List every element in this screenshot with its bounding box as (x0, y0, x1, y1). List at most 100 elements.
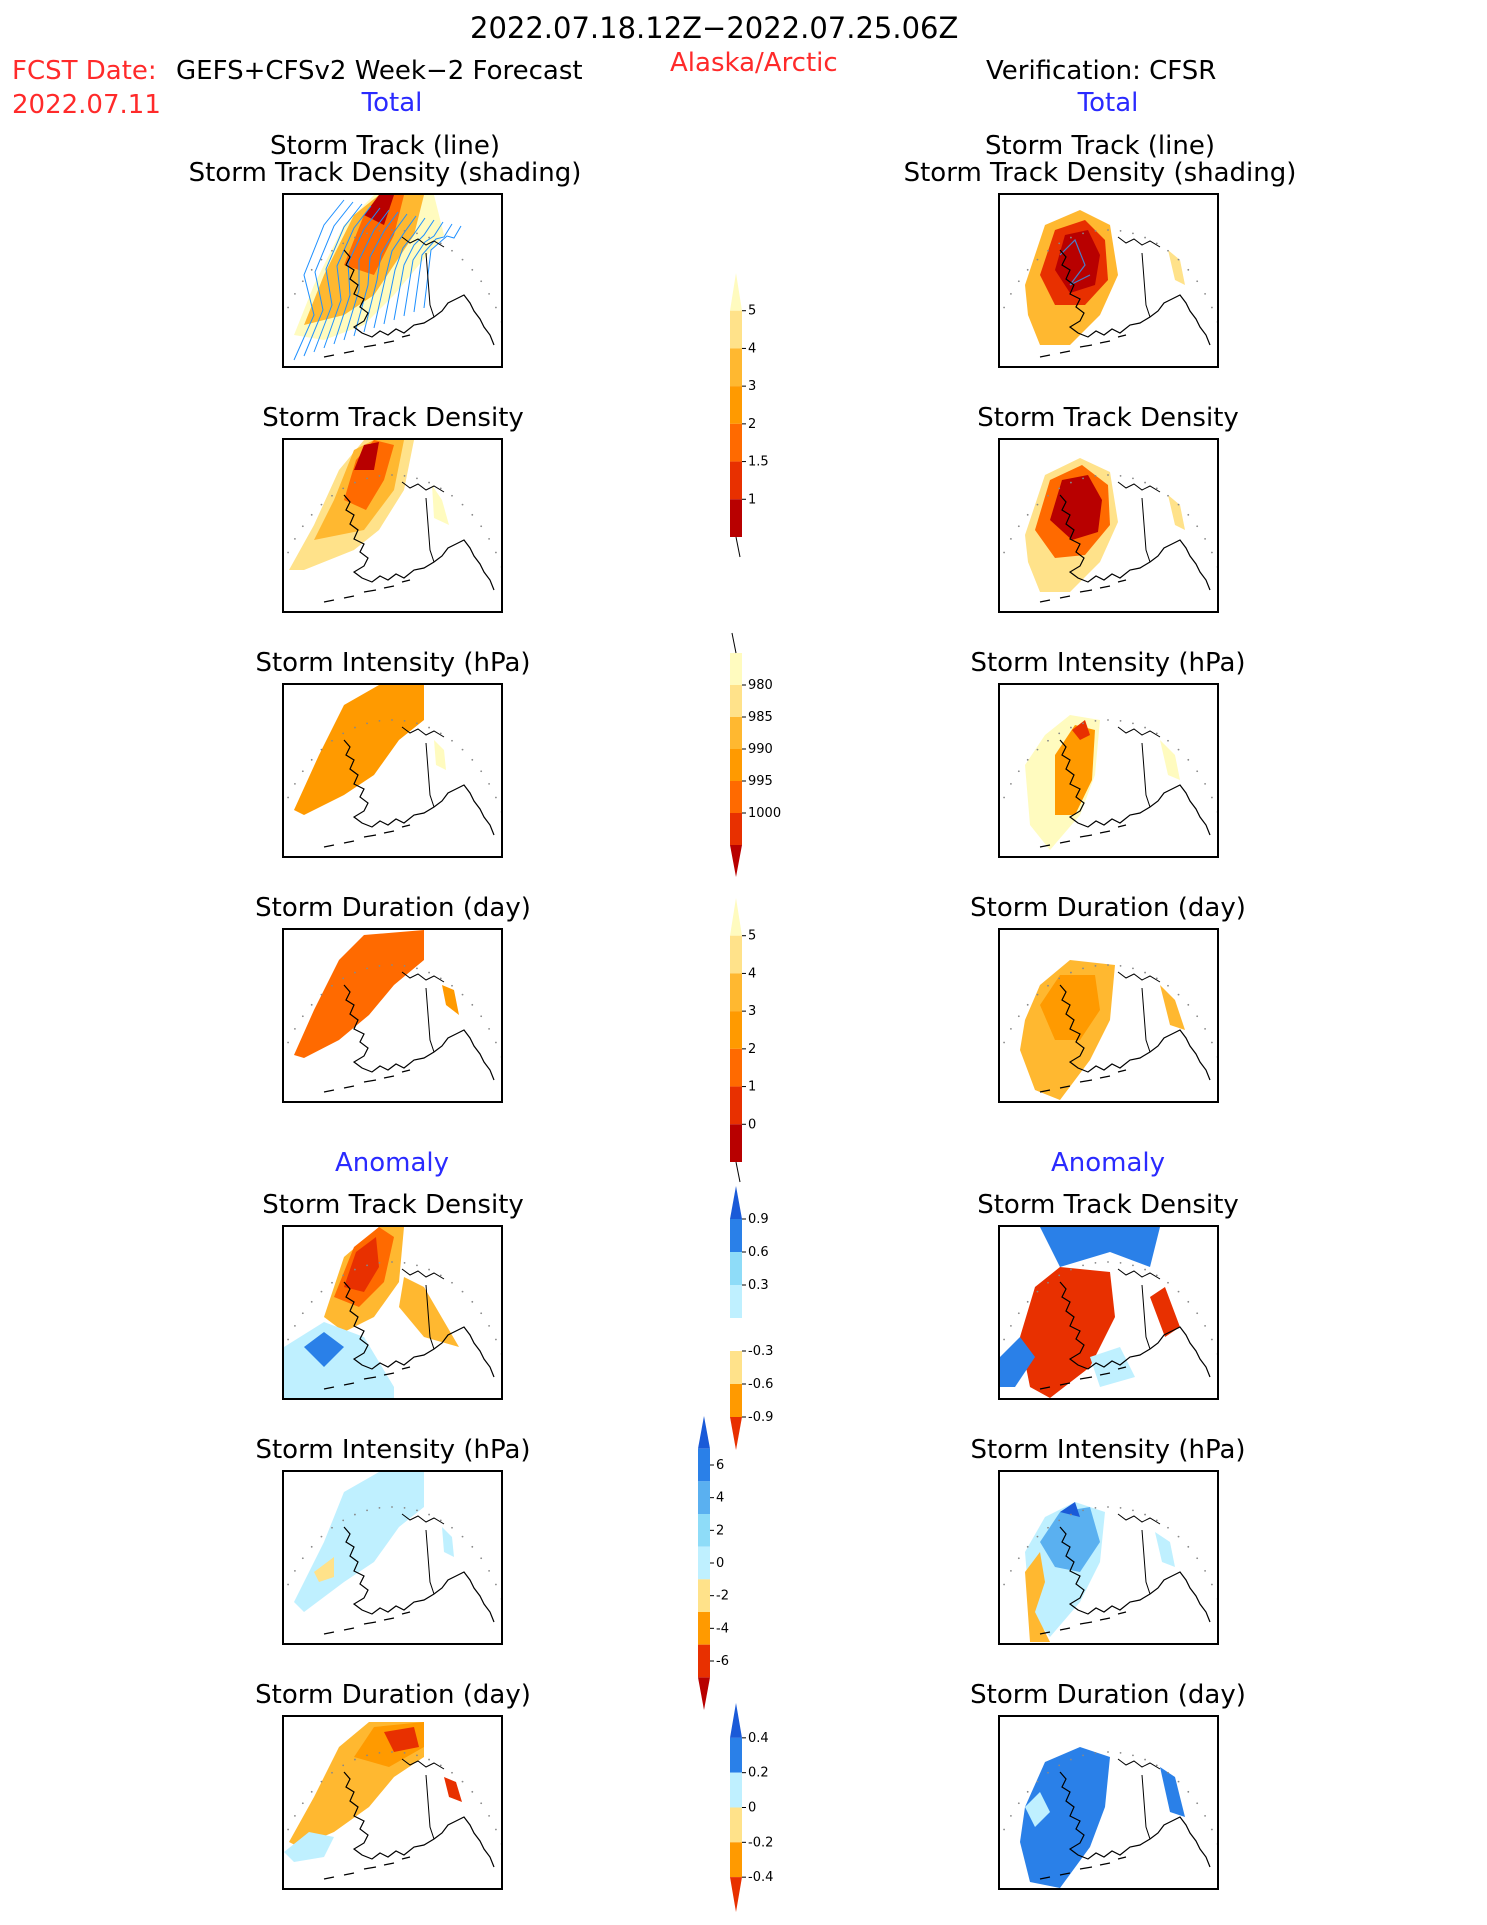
colorbar-cell (698, 1514, 710, 1547)
right-intensity-title: Storm Intensity (hPa) (970, 648, 1246, 678)
track-line (323, 205, 372, 349)
right-duration-title: Storm Duration (day) (970, 893, 1246, 923)
left-track-line-title: Storm Track (line) (270, 131, 500, 161)
graticule-dots (287, 1751, 501, 1845)
right-total-label: Total (1077, 88, 1139, 118)
shade-5 (1090, 1347, 1135, 1387)
colorbar-label: 3 (748, 379, 756, 394)
shade-4 (399, 1277, 459, 1347)
colorbar-cell (698, 1644, 710, 1678)
arctic-coast (401, 971, 445, 983)
map-left-track-canvas (287, 195, 501, 361)
track-line (293, 199, 345, 361)
map-left-density (282, 438, 503, 613)
colorbar-cell (730, 1219, 742, 1252)
colorbar-cell (730, 1124, 742, 1162)
map-right-density-canvas (1003, 458, 1217, 603)
map-left-density-anom-canvas (284, 1227, 501, 1398)
track-line (303, 201, 354, 357)
region-title: Alaska/Arctic (670, 48, 838, 78)
left-total-label: Total (361, 88, 423, 118)
shade-3 (384, 1727, 419, 1752)
arctic-coast (1117, 971, 1161, 983)
track-line (373, 215, 417, 329)
right-track-line-title: Storm Track (line) (985, 131, 1215, 161)
arctic-coast (401, 236, 445, 248)
border-line (1141, 252, 1151, 318)
shade-4 (1168, 250, 1185, 285)
colorbar-label: 0.3 (748, 1278, 769, 1293)
graticule-dots (287, 719, 501, 813)
shade-6 (304, 1332, 344, 1367)
coastline (343, 739, 495, 836)
colorbar-label: 1 (748, 1080, 756, 1095)
shade-3 (1160, 1767, 1185, 1817)
map-left-duration-anom-canvas (284, 1722, 501, 1880)
map-left-intensity-anom (282, 1470, 503, 1645)
border-line (425, 1774, 435, 1840)
colorbar-label: -0.9 (748, 1410, 773, 1425)
colorbar-label: 1000 (748, 806, 781, 821)
aleutian-islands (1039, 1856, 1127, 1880)
arctic-coast (1117, 1758, 1161, 1770)
graticule-dots (287, 474, 501, 568)
shade-3 (344, 1237, 379, 1292)
colorbar-tail (731, 632, 737, 654)
shade-1 (1020, 1747, 1110, 1888)
graticule-dots (1003, 1261, 1217, 1355)
shade-1 (294, 1472, 424, 1612)
colorbar-label: -0.3 (748, 1344, 773, 1359)
aleutian-islands (323, 579, 411, 603)
coastline (343, 1771, 495, 1868)
border-line (425, 1529, 435, 1595)
map-left-duration-anom (282, 1715, 503, 1890)
arctic-coast (401, 1513, 445, 1525)
graticule-dots (287, 229, 501, 323)
arctic-coast (1117, 1513, 1161, 1525)
graticule-dots (1003, 474, 1217, 568)
colorbar-label: 0.4 (748, 1731, 769, 1746)
shade-3 (442, 1527, 454, 1557)
track-line (393, 219, 435, 321)
shade-1 (294, 930, 424, 1058)
border-line (425, 252, 435, 318)
aleutian-islands (323, 334, 411, 358)
right-anomaly-label: Anomaly (1050, 1148, 1166, 1178)
colorbar-cell (730, 1011, 742, 1049)
verification-label: Verification: CFSR (986, 56, 1217, 86)
shade-5 (432, 485, 449, 525)
map-left-density-anom (282, 1225, 503, 1400)
shade-3 (1000, 1337, 1035, 1387)
colorbar-label: 0.6 (748, 1245, 769, 1260)
colorbar-cell (730, 1252, 742, 1285)
coastline (1059, 1771, 1211, 1868)
coastline (343, 249, 495, 346)
colorbar-cell (698, 1612, 710, 1645)
arctic-coast (401, 1758, 445, 1770)
left-density-title: Storm Track Density (262, 403, 524, 433)
colorbar-arrow (730, 1186, 742, 1219)
map-right-intensity-anom (998, 1470, 1219, 1645)
track-line (343, 209, 390, 341)
colorbar-intensity-total: 980 985 990 995 1000 (722, 632, 792, 885)
map-right-intensity (998, 683, 1219, 858)
track-line (333, 207, 381, 345)
colorbar-label: 0.2 (748, 1766, 769, 1781)
aleutian-islands (323, 1069, 411, 1093)
colorbar-cell (730, 1351, 742, 1384)
colorbar-intensity-anom: 6 4 2 0 -2 -4 -6 (690, 1408, 760, 1718)
colorbar-label: 980 (748, 678, 773, 693)
map-right-duration-anom (998, 1715, 1219, 1890)
map-right-density-anom (998, 1225, 1219, 1400)
fcst-date-value: 2022.07.11 (12, 90, 161, 120)
colorbar-cell (730, 935, 742, 974)
colorbar-label: -0.6 (748, 1377, 773, 1392)
colorbar-duration-total: 5 4 3 2 1 0 (722, 890, 792, 1183)
colorbar-label: 2 (748, 1042, 756, 1057)
aleutian-islands (1039, 1366, 1127, 1390)
graticule-dots (1003, 1506, 1217, 1600)
coastline (343, 984, 495, 1081)
colorbar-arrow (730, 898, 742, 936)
border-line (1141, 1529, 1151, 1595)
map-left-density-canvas (287, 440, 501, 603)
